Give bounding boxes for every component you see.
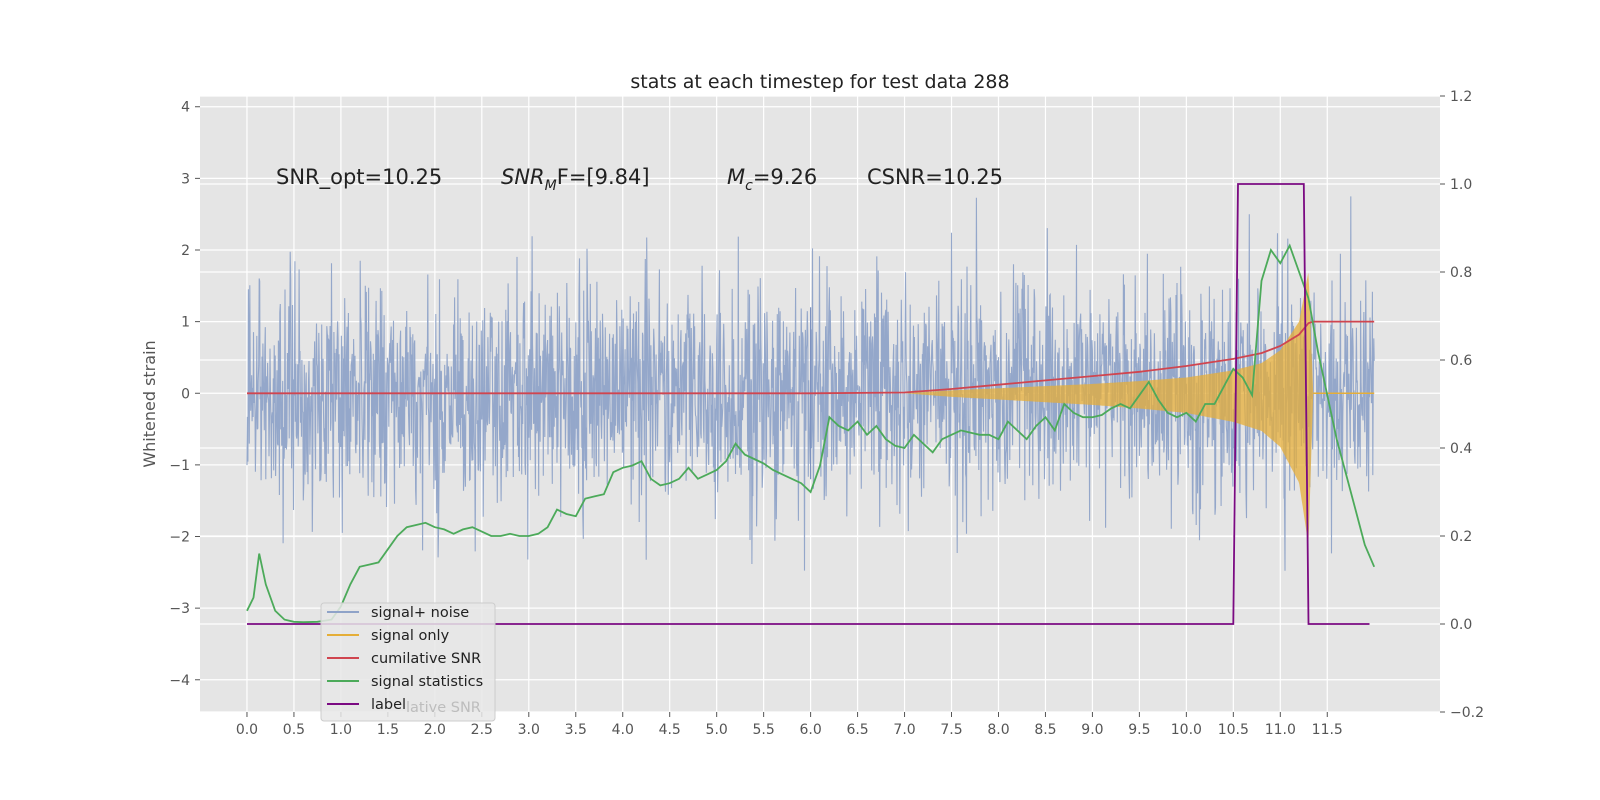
y-tick-label: 0 <box>181 386 190 402</box>
legend-label: label <box>371 697 406 713</box>
legend-box <box>320 602 496 722</box>
y-tick-label: −3 <box>169 601 190 617</box>
legend-underlying-text: lative SNR <box>406 700 481 716</box>
y-tick-label: 3 <box>181 171 190 187</box>
x-tick-label: 0.0 <box>236 722 258 738</box>
y-tick-label: −4 <box>169 673 190 689</box>
x-tick-label: 1.0 <box>330 722 352 738</box>
y2-tick-label: 0.6 <box>1450 353 1472 369</box>
x-tick-label: 9.5 <box>1128 722 1150 738</box>
series-lines <box>246 183 1376 625</box>
y2-tick-label: 1.2 <box>1450 89 1472 105</box>
y2-tick-label: 0.0 <box>1450 617 1472 633</box>
y-tick-label: −1 <box>169 458 190 474</box>
legend-label: signal only <box>371 628 450 644</box>
x-tick-label: 8.5 <box>1034 722 1056 738</box>
y2-tick-label: 1.0 <box>1450 177 1472 193</box>
chart-title: stats at each timestep for test data 288 <box>630 71 1009 93</box>
y-axis-label: Whitened strain <box>140 340 159 467</box>
y2-tick-label: 0.2 <box>1450 529 1472 545</box>
annotation-csnr: CSNR=10.25 <box>867 165 1003 189</box>
x-tick-label: 3.5 <box>565 722 587 738</box>
x-tick-label: 2.5 <box>471 722 493 738</box>
x-tick-label: 6.0 <box>799 722 821 738</box>
x-tick-label: 1.5 <box>377 722 399 738</box>
annotation-snr-opt: SNR_opt=10.25 <box>276 165 442 190</box>
x-tick-label: 5.5 <box>753 722 775 738</box>
x-tick-label: 8.0 <box>987 722 1009 738</box>
y-tick-label: 4 <box>181 100 190 116</box>
x-tick-label: 2.0 <box>424 722 446 738</box>
x-tick-label: 10.0 <box>1171 722 1202 738</box>
x-tick-label: 10.5 <box>1218 722 1249 738</box>
annotation-mc: Mc=9.26 <box>727 165 817 194</box>
x-tick-label: 0.5 <box>283 722 305 738</box>
legend-label: signal+ noise <box>371 605 469 621</box>
annotations: SNR_opt=10.25 SNRMF=[9.84] Mc=9.26 CSNR=… <box>276 165 1003 194</box>
x-tick-label: 7.0 <box>893 722 915 738</box>
series-signal-only <box>904 272 1375 545</box>
x-tick-label: 4.5 <box>659 722 681 738</box>
x-tick-label: 3.0 <box>518 722 540 738</box>
series-line-label <box>247 183 1370 625</box>
y2-tick-label: 0.4 <box>1450 441 1472 457</box>
x-tick-label: 9.0 <box>1081 722 1103 738</box>
y-tick-label: 1 <box>181 315 190 331</box>
y2-tick-label: −0.2 <box>1450 705 1484 721</box>
x-tick-label: 7.5 <box>940 722 962 738</box>
y-tick-label: 2 <box>181 243 190 259</box>
signal-only-band <box>904 272 1314 545</box>
x-tick-label: 4.0 <box>612 722 634 738</box>
legend-label: signal statistics <box>371 674 483 690</box>
x-tick-label: 6.5 <box>846 722 868 738</box>
series-line-cumilative-snr <box>247 320 1375 395</box>
y2-tick-label: 0.8 <box>1450 265 1472 281</box>
x-tick-label: 11.0 <box>1265 722 1296 738</box>
x-tick-label: 11.5 <box>1312 722 1343 738</box>
legend-label: cumilative SNR <box>371 651 481 667</box>
legend: lative SNR signal+ noise signal only cumil… <box>320 602 496 722</box>
series-line-signal-statistics <box>246 243 1376 624</box>
y-tick-label: −2 <box>169 530 190 546</box>
x-tick-label: 5.0 <box>706 722 728 738</box>
axis-ticks: 0.0 0.5 1.0 1.5 2.0 2.5 3.0 3.5 4.0 4.5 5.0 5.5 6.0 6… <box>169 89 1484 738</box>
annotation-snr-mf: SNRMF=[9.84] <box>501 165 650 194</box>
